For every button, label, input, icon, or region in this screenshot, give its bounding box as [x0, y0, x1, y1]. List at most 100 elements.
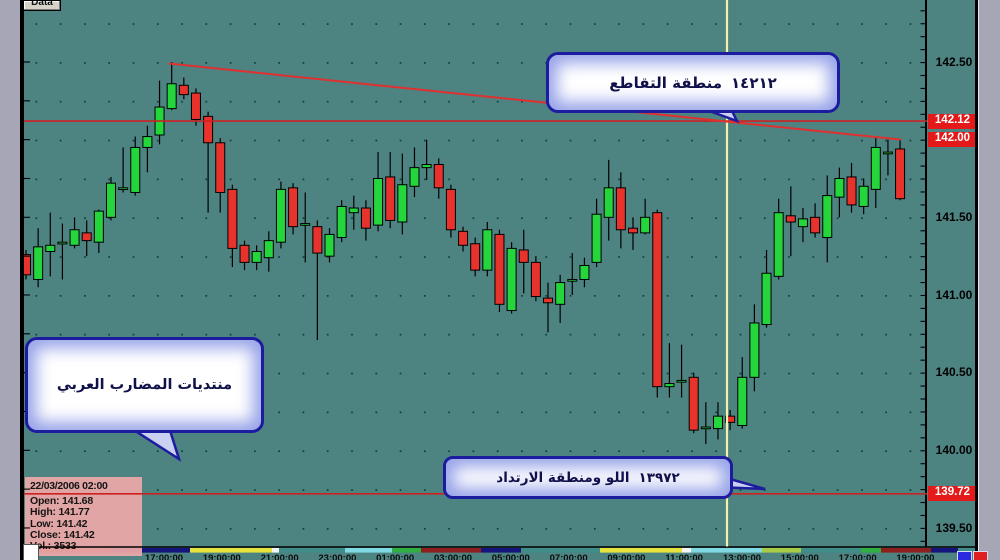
- bear-candle: [810, 216, 821, 234]
- bear-candle: [312, 226, 323, 254]
- price-badge: 142.00: [928, 132, 977, 148]
- clipped-toolbar-button[interactable]: Data: [23, 0, 61, 11]
- bull-candle: [251, 251, 262, 263]
- callout-price-digits: ١٤٢١٢: [731, 73, 777, 92]
- bull-candle: [33, 246, 44, 280]
- bear-candle: [725, 415, 736, 423]
- callout-rebound-zone[interactable]: ١٣٩٧٢ اللو ومنطقة الارتداد: [443, 456, 733, 499]
- bull-candle: [142, 136, 153, 148]
- bear-candle: [615, 187, 626, 231]
- bear-candle: [360, 207, 371, 229]
- bear-candle: [652, 212, 663, 388]
- bull-candle: [700, 426, 711, 430]
- time-label: 11:00:00: [665, 553, 703, 560]
- bottom-strip-segment: [190, 548, 272, 553]
- bottom-strip-segment: [881, 548, 931, 553]
- bull-candle: [797, 218, 808, 228]
- bull-candle: [336, 205, 347, 239]
- tooltip-values: Open: 141.68 High: 141.77 Low: 141.42 Close…: [30, 495, 142, 552]
- tooltip-line: Open: 141.68: [30, 495, 93, 507]
- bear-candle: [385, 176, 396, 221]
- scrollbar-corner-box[interactable]: [23, 544, 39, 560]
- time-label: 15:00:00: [780, 553, 819, 560]
- bottom-strip-segment: [272, 548, 279, 553]
- price-label: 140.50: [935, 365, 973, 380]
- callout-price-digits: ١٣٩٧٢: [638, 469, 680, 486]
- bottom-strip-segment: [600, 548, 682, 553]
- minimized-window-icon[interactable]: [957, 551, 972, 560]
- bull-candle: [324, 233, 335, 257]
- tooltip-line: High: 141.77: [30, 506, 90, 519]
- bear-candle: [215, 142, 226, 193]
- time-label: 01:00:00: [376, 553, 415, 560]
- time-label: 19:00:00: [896, 553, 935, 560]
- bull-candle: [773, 212, 784, 277]
- bull-candle: [166, 83, 177, 110]
- bear-candle: [846, 176, 857, 206]
- bull-candle: [882, 151, 893, 155]
- bull-candle: [822, 195, 833, 239]
- time-label: 19:00:00: [202, 553, 241, 560]
- bottom-strip-segment: [801, 548, 861, 553]
- bottom-strip-segment: [931, 548, 958, 553]
- right-scrollbar-strip[interactable]: [978, 0, 1000, 560]
- bottom-strip-segment: [861, 548, 881, 553]
- bull-candle: [421, 164, 432, 169]
- bull-candle: [263, 240, 274, 259]
- bear-candle: [81, 232, 92, 242]
- bear-candle: [494, 233, 505, 305]
- bottom-strip-segment: [421, 548, 481, 553]
- price-label: 141.00: [935, 287, 973, 302]
- bull-candle: [45, 244, 56, 253]
- callout-label: اللو ومنطقة الارتداد: [496, 469, 630, 486]
- tooltip-line: Low: 141.42: [30, 517, 88, 530]
- callout-label: منتديات المضارب العربي: [56, 377, 233, 393]
- bull-candle: [555, 282, 566, 305]
- bull-candle: [409, 167, 420, 187]
- bottom-strip-segment: [345, 548, 392, 553]
- tooltip-line: Close: 141.42: [30, 528, 95, 541]
- bottom-strip-segment: [762, 548, 801, 553]
- bull-candle: [373, 178, 384, 226]
- bull-candle: [506, 247, 517, 312]
- bull-candle: [858, 185, 869, 207]
- close-window-icon[interactable]: [973, 551, 988, 560]
- time-label: 07:00:00: [549, 553, 588, 560]
- bull-candle: [712, 415, 723, 430]
- bottom-strip-segment: [691, 548, 762, 553]
- bull-candle: [834, 178, 845, 198]
- bull-candle: [482, 229, 493, 271]
- bear-candle: [178, 84, 189, 96]
- bottom-strip-segment: [958, 548, 976, 553]
- bull-candle: [275, 188, 286, 243]
- bear-candle: [470, 243, 481, 271]
- bear-candle: [628, 227, 638, 234]
- time-label: 09:00:00: [607, 553, 646, 560]
- bear-candle: [239, 244, 250, 263]
- bear-candle: [227, 188, 238, 249]
- bull-candle: [397, 184, 408, 223]
- bear-candle: [445, 188, 456, 231]
- bottom-strip-segment: [110, 548, 190, 553]
- bull-candle: [69, 229, 80, 246]
- bear-candle: [203, 115, 214, 144]
- bottom-strip-segment: [481, 548, 521, 553]
- bull-candle: [870, 146, 881, 190]
- callout-forum-watermark[interactable]: منتديات المضارب العربي: [25, 337, 264, 433]
- bull-candle: [737, 376, 748, 426]
- price-badge: 139.72: [928, 486, 977, 502]
- time-label: 17:00:00: [144, 553, 184, 560]
- bear-candle: [190, 92, 201, 120]
- time-label: 13:00:00: [722, 553, 762, 560]
- bear-candle: [518, 249, 529, 263]
- tooltip-datetime: 22/03/2006 02:00: [30, 480, 108, 492]
- bull-candle: [93, 210, 104, 243]
- chart-right-border: [975, 0, 978, 560]
- callout-intersection-zone[interactable]: ١٤٢١٢ منطقة التقاطع: [546, 52, 840, 113]
- time-label: 17:00:00: [838, 553, 877, 560]
- bear-candle: [288, 187, 299, 228]
- bull-candle: [591, 213, 602, 263]
- toolbar-button-label: Data: [31, 0, 53, 8]
